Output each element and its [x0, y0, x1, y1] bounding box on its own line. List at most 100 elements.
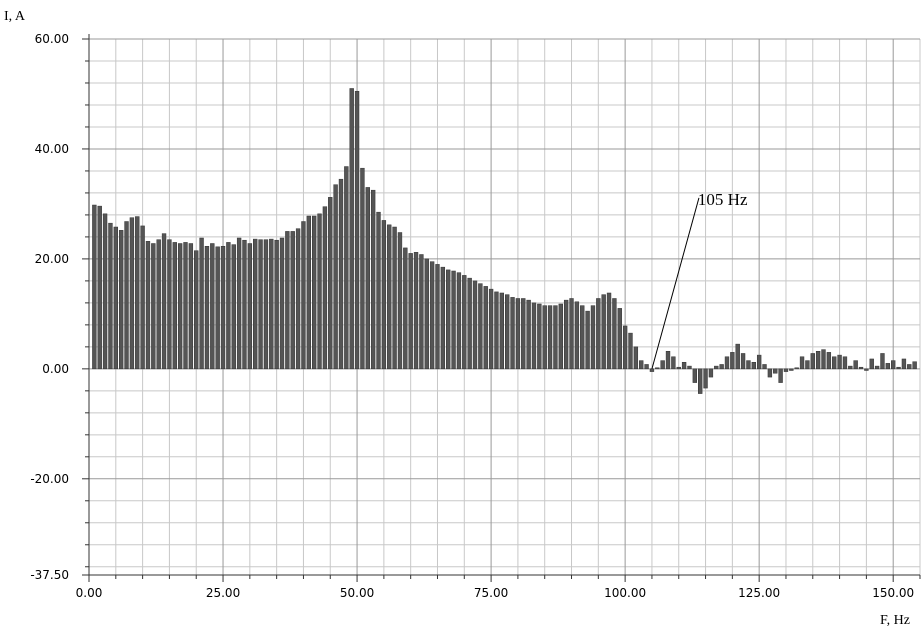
bar	[521, 298, 526, 370]
bar	[172, 242, 177, 370]
bar	[596, 298, 601, 370]
bar	[698, 368, 703, 394]
bar	[253, 238, 258, 370]
bar	[580, 305, 585, 370]
bar	[370, 189, 376, 370]
bar	[891, 360, 896, 370]
bar	[295, 228, 301, 370]
bar	[499, 292, 504, 370]
bar	[151, 243, 156, 370]
bar	[177, 243, 183, 370]
bar	[118, 230, 124, 370]
bar	[735, 343, 740, 370]
bar	[419, 254, 424, 370]
bar	[494, 291, 499, 370]
bar	[756, 354, 762, 370]
bar	[451, 270, 456, 370]
bar	[665, 351, 671, 370]
bar	[612, 298, 617, 370]
bar	[805, 360, 810, 370]
bar	[387, 224, 392, 370]
bar	[306, 215, 311, 370]
bar	[236, 237, 242, 370]
bar	[896, 366, 901, 370]
bar	[708, 368, 714, 378]
bar	[322, 206, 328, 370]
bar	[912, 361, 917, 370]
bar	[644, 364, 649, 370]
bar	[553, 305, 558, 370]
bar	[472, 280, 478, 370]
bar	[226, 242, 231, 370]
bar	[907, 364, 912, 370]
bar	[108, 222, 113, 370]
bar	[290, 231, 295, 370]
bar	[869, 358, 874, 370]
bar	[446, 269, 451, 370]
bar	[660, 360, 665, 370]
bar	[435, 264, 440, 370]
bar	[574, 301, 580, 370]
bar	[703, 368, 708, 389]
bar	[413, 252, 419, 370]
bar	[901, 358, 907, 370]
bar	[751, 361, 756, 370]
bar	[628, 332, 633, 370]
bar	[97, 205, 102, 370]
bar	[279, 237, 285, 370]
bar	[778, 368, 783, 383]
bar	[767, 368, 773, 378]
y-tick-label: -37.50	[30, 568, 69, 582]
bar	[837, 354, 842, 370]
bar	[381, 220, 387, 370]
bar	[344, 166, 349, 370]
bar	[183, 242, 188, 370]
bar	[633, 346, 639, 370]
bar	[671, 356, 676, 370]
bar	[140, 225, 145, 370]
bar	[601, 294, 606, 370]
bar	[858, 366, 864, 370]
bar	[397, 232, 403, 370]
y-tick-label: 40.00	[35, 142, 69, 156]
x-tick-label: 75.00	[474, 586, 508, 600]
bar	[826, 352, 832, 370]
bar	[842, 356, 848, 370]
bar	[113, 226, 118, 370]
y-tick-label: 60.00	[35, 32, 69, 46]
bar	[547, 305, 553, 370]
annotation-leader	[651, 197, 700, 369]
bar	[483, 286, 488, 370]
bar	[328, 197, 333, 370]
bar	[274, 239, 279, 370]
y-tick-label: 20.00	[35, 252, 69, 266]
bar	[188, 243, 194, 370]
bar	[617, 308, 622, 370]
x-axis-label: F, Hz	[880, 613, 910, 628]
bar	[258, 239, 263, 370]
x-tick-label: 100.00	[604, 586, 646, 600]
bar	[558, 303, 563, 370]
x-tick-label: 25.00	[206, 586, 240, 600]
bar	[606, 292, 612, 370]
x-tick-label: 125.00	[738, 586, 780, 600]
bar	[789, 368, 794, 371]
bar	[317, 213, 322, 370]
bar	[880, 353, 885, 370]
bar	[821, 349, 826, 370]
bar	[848, 365, 853, 370]
bar	[145, 241, 151, 370]
bar	[167, 239, 172, 370]
y-tick-label: -20.00	[30, 472, 69, 486]
y-tick-label: 0.00	[42, 362, 69, 376]
bar	[639, 360, 644, 370]
bar	[531, 302, 537, 370]
bar	[462, 275, 467, 370]
bar	[263, 239, 269, 370]
bar	[194, 250, 199, 370]
bar	[215, 246, 220, 370]
bar	[585, 310, 590, 370]
bar	[333, 184, 338, 370]
bar	[129, 217, 135, 370]
bar	[403, 247, 408, 370]
